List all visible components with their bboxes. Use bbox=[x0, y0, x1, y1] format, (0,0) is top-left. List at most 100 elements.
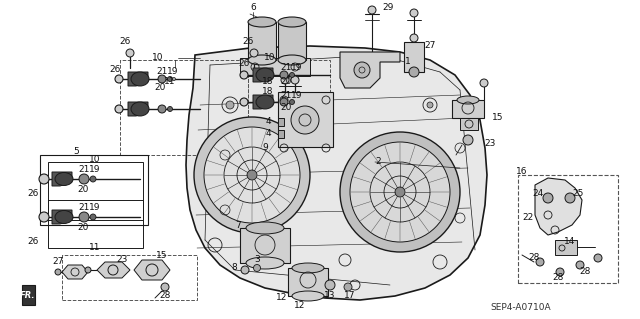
Text: 28: 28 bbox=[159, 291, 171, 300]
Text: 20: 20 bbox=[77, 186, 89, 195]
Circle shape bbox=[168, 107, 173, 112]
Circle shape bbox=[565, 193, 575, 203]
Bar bbox=[278, 118, 284, 126]
Text: 19: 19 bbox=[291, 91, 303, 100]
Circle shape bbox=[289, 100, 294, 105]
Ellipse shape bbox=[248, 17, 276, 27]
Text: 26: 26 bbox=[243, 38, 253, 47]
Text: 20: 20 bbox=[154, 83, 166, 92]
Polygon shape bbox=[134, 260, 170, 280]
Text: 23: 23 bbox=[484, 138, 496, 147]
Text: 26: 26 bbox=[238, 58, 250, 68]
Circle shape bbox=[158, 75, 166, 83]
Polygon shape bbox=[253, 95, 273, 109]
Circle shape bbox=[240, 98, 248, 106]
Bar bbox=[555, 240, 577, 255]
Text: 26: 26 bbox=[28, 189, 38, 197]
Bar bbox=[278, 130, 284, 138]
Ellipse shape bbox=[55, 173, 73, 186]
Bar bbox=[452, 100, 484, 118]
Polygon shape bbox=[52, 172, 72, 186]
Circle shape bbox=[280, 71, 288, 79]
Text: 25: 25 bbox=[572, 189, 584, 197]
Text: SEP4-A0710A: SEP4-A0710A bbox=[490, 303, 550, 313]
Text: 6: 6 bbox=[250, 4, 256, 12]
Circle shape bbox=[90, 214, 96, 220]
Circle shape bbox=[340, 132, 460, 252]
Ellipse shape bbox=[292, 263, 324, 273]
Bar bbox=[278, 92, 333, 147]
Bar bbox=[48, 200, 143, 248]
Circle shape bbox=[594, 254, 602, 262]
Text: 21: 21 bbox=[156, 68, 168, 77]
Circle shape bbox=[115, 105, 123, 113]
Text: 21: 21 bbox=[78, 166, 90, 174]
Circle shape bbox=[350, 142, 450, 242]
Ellipse shape bbox=[278, 17, 306, 27]
Bar bbox=[518, 175, 618, 283]
Text: 29: 29 bbox=[382, 4, 394, 12]
Circle shape bbox=[576, 261, 584, 269]
Circle shape bbox=[85, 267, 91, 273]
Bar bbox=[40, 155, 148, 225]
Ellipse shape bbox=[55, 211, 73, 224]
Polygon shape bbox=[186, 46, 487, 300]
Circle shape bbox=[291, 106, 319, 134]
Circle shape bbox=[480, 79, 488, 87]
Circle shape bbox=[79, 212, 89, 222]
Polygon shape bbox=[128, 72, 148, 86]
Ellipse shape bbox=[256, 68, 274, 82]
Circle shape bbox=[115, 75, 123, 83]
Bar bbox=[248, 60, 330, 145]
Text: 4: 4 bbox=[265, 129, 271, 137]
Text: 8: 8 bbox=[231, 263, 237, 272]
Text: 19: 19 bbox=[291, 63, 303, 72]
Text: 28: 28 bbox=[528, 254, 540, 263]
Text: 18: 18 bbox=[262, 78, 274, 86]
Bar bbox=[62, 255, 197, 300]
Circle shape bbox=[409, 67, 419, 77]
Circle shape bbox=[168, 77, 173, 81]
Circle shape bbox=[543, 193, 553, 203]
Ellipse shape bbox=[256, 95, 274, 109]
Text: 9: 9 bbox=[262, 144, 268, 152]
Text: 14: 14 bbox=[564, 238, 576, 247]
Text: 28: 28 bbox=[552, 273, 564, 283]
Ellipse shape bbox=[131, 72, 149, 86]
Polygon shape bbox=[62, 265, 88, 279]
Circle shape bbox=[55, 269, 61, 275]
Text: FR.: FR. bbox=[20, 291, 36, 300]
Circle shape bbox=[79, 174, 89, 184]
Circle shape bbox=[250, 49, 258, 57]
Text: 21: 21 bbox=[280, 63, 292, 72]
Circle shape bbox=[410, 34, 418, 42]
Text: 20: 20 bbox=[77, 222, 89, 232]
Circle shape bbox=[536, 258, 544, 266]
Polygon shape bbox=[128, 102, 148, 116]
Circle shape bbox=[463, 135, 473, 145]
Ellipse shape bbox=[278, 55, 306, 65]
Text: 23: 23 bbox=[116, 256, 128, 264]
Text: 10: 10 bbox=[264, 53, 276, 62]
Circle shape bbox=[240, 71, 248, 79]
Bar bbox=[48, 162, 143, 220]
Circle shape bbox=[194, 117, 310, 233]
Circle shape bbox=[173, 78, 175, 80]
Text: 12: 12 bbox=[294, 300, 306, 309]
Circle shape bbox=[126, 49, 134, 57]
Text: 26: 26 bbox=[109, 65, 121, 75]
Circle shape bbox=[226, 101, 234, 109]
Text: 11: 11 bbox=[164, 78, 176, 86]
Circle shape bbox=[354, 62, 370, 78]
Text: 27: 27 bbox=[424, 41, 436, 49]
Polygon shape bbox=[22, 285, 35, 305]
Text: 21: 21 bbox=[280, 91, 292, 100]
Text: 22: 22 bbox=[522, 213, 534, 222]
Circle shape bbox=[253, 264, 260, 271]
Ellipse shape bbox=[246, 222, 284, 234]
Ellipse shape bbox=[131, 102, 149, 116]
Circle shape bbox=[280, 98, 288, 106]
Text: 12: 12 bbox=[276, 293, 288, 302]
Text: 17: 17 bbox=[344, 291, 356, 300]
Circle shape bbox=[395, 187, 405, 197]
